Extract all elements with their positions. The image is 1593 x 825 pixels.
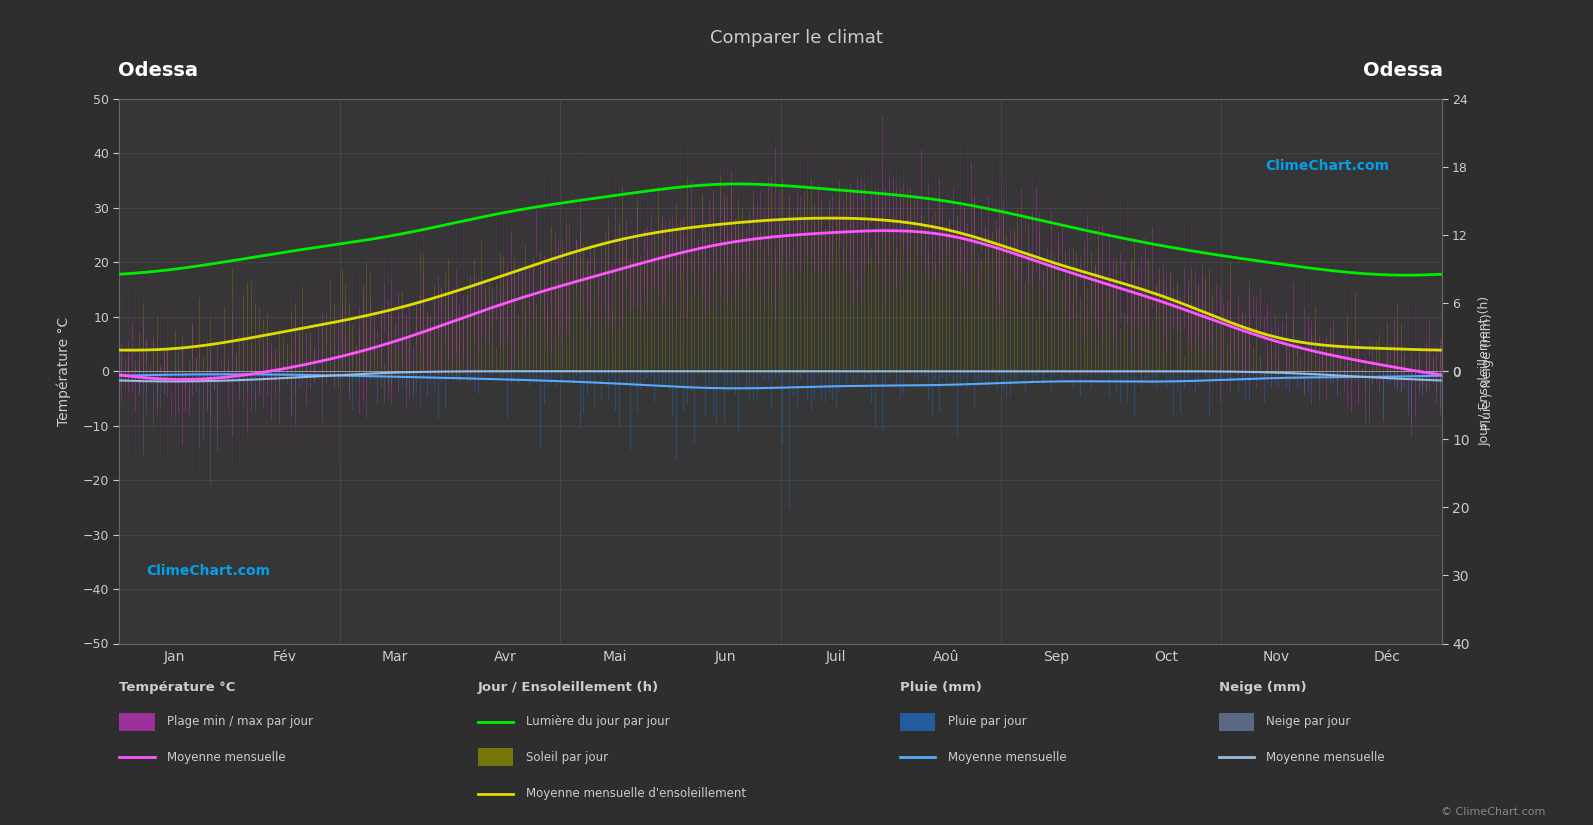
Text: Pluie par jour: Pluie par jour	[948, 715, 1026, 728]
Text: Odessa: Odessa	[118, 61, 198, 80]
Text: Moyenne mensuelle d'ensoleillement: Moyenne mensuelle d'ensoleillement	[526, 787, 746, 800]
Text: Moyenne mensuelle: Moyenne mensuelle	[1266, 751, 1384, 764]
Y-axis label: Jour / Ensoleillement (h): Jour / Ensoleillement (h)	[1478, 296, 1493, 446]
Text: Comparer le climat: Comparer le climat	[710, 29, 883, 47]
Text: Température °C: Température °C	[119, 681, 236, 694]
Y-axis label: Température °C: Température °C	[57, 317, 72, 426]
Text: Lumière du jour par jour: Lumière du jour par jour	[526, 715, 669, 728]
Text: ClimeChart.com: ClimeChart.com	[1265, 159, 1389, 173]
Text: Jour / Ensoleillement (h): Jour / Ensoleillement (h)	[478, 681, 660, 694]
Text: Neige par jour: Neige par jour	[1266, 715, 1351, 728]
Text: © ClimeChart.com: © ClimeChart.com	[1440, 807, 1545, 817]
Text: Soleil par jour: Soleil par jour	[526, 751, 609, 764]
Text: ClimeChart.com: ClimeChart.com	[147, 564, 269, 578]
Text: Neige (mm): Neige (mm)	[1219, 681, 1306, 694]
Text: Pluie (mm): Pluie (mm)	[900, 681, 981, 694]
Text: Moyenne mensuelle: Moyenne mensuelle	[167, 751, 285, 764]
Text: Plage min / max par jour: Plage min / max par jour	[167, 715, 314, 728]
Text: Odessa: Odessa	[1364, 61, 1443, 80]
Y-axis label: Pluie / Neige (mm): Pluie / Neige (mm)	[1481, 313, 1494, 430]
Text: Moyenne mensuelle: Moyenne mensuelle	[948, 751, 1066, 764]
